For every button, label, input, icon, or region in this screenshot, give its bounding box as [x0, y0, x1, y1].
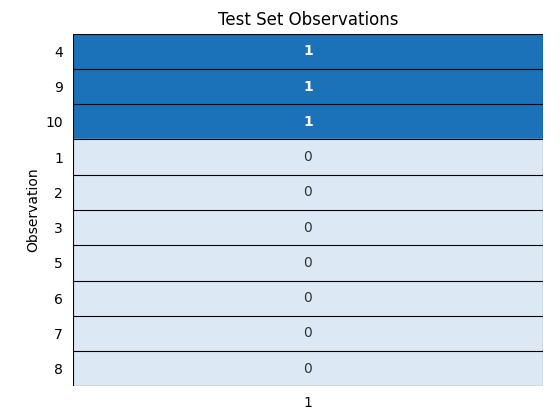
Text: 0: 0	[304, 185, 312, 200]
Bar	[73, 281, 543, 316]
Text: 1: 1	[303, 44, 313, 58]
Text: 1: 1	[303, 79, 313, 94]
Text: 0: 0	[304, 362, 312, 376]
Text: 0: 0	[304, 220, 312, 235]
Bar	[73, 316, 543, 351]
Bar	[73, 139, 543, 175]
Bar	[73, 245, 543, 281]
Text: 0: 0	[304, 256, 312, 270]
Text: 0: 0	[304, 150, 312, 164]
Bar	[73, 69, 543, 104]
Bar	[73, 34, 543, 69]
Text: 0: 0	[304, 326, 312, 341]
Bar	[73, 175, 543, 210]
Title: Test Set Observations: Test Set Observations	[218, 11, 398, 29]
Y-axis label: Observation: Observation	[26, 168, 40, 252]
Bar	[73, 351, 543, 386]
Text: 1: 1	[303, 115, 313, 129]
Bar	[73, 210, 543, 245]
Bar	[73, 104, 543, 139]
Text: 0: 0	[304, 291, 312, 305]
